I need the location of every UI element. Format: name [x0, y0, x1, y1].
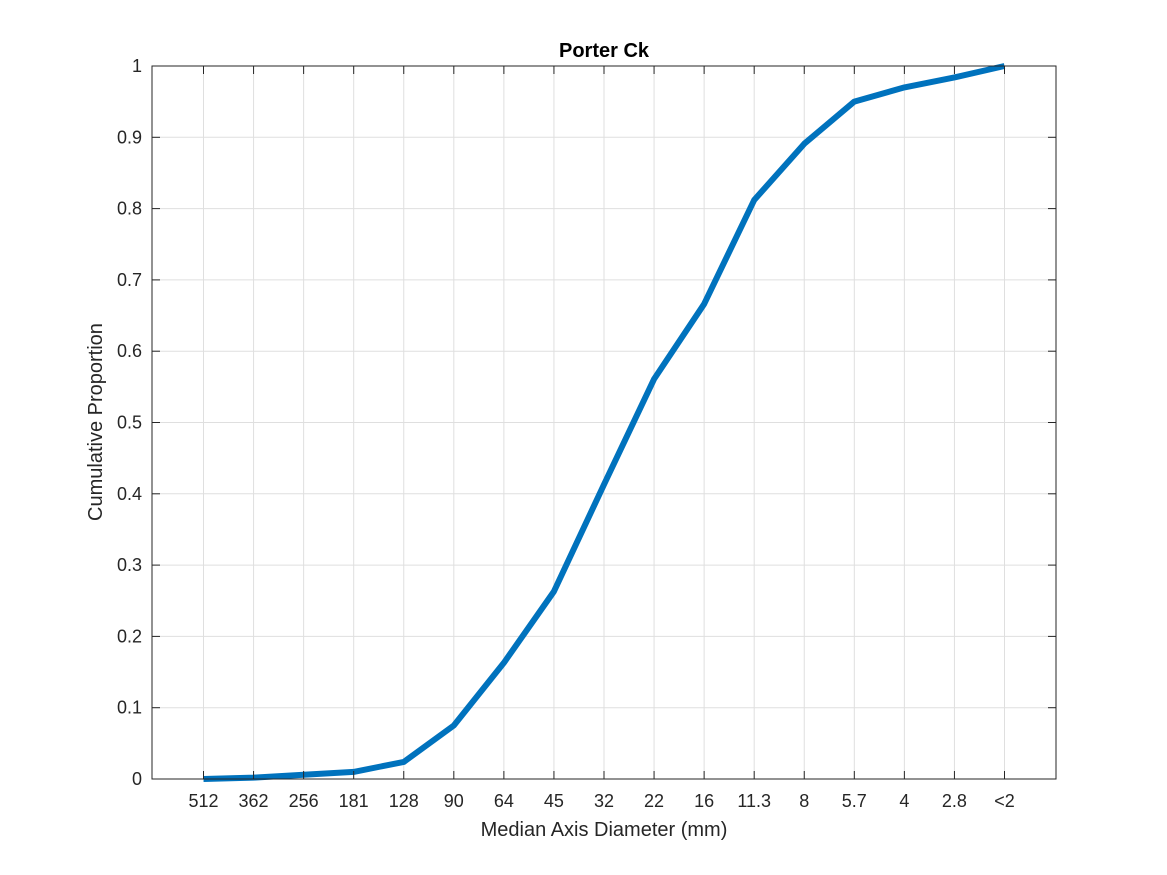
y-tick-label: 0.3: [117, 555, 142, 575]
x-tick-label: 362: [239, 791, 269, 811]
x-tick-label: 8: [799, 791, 809, 811]
y-axis-label: Cumulative Proportion: [85, 323, 107, 521]
y-tick-label: 0.7: [117, 270, 142, 290]
x-tick-label: 128: [389, 791, 419, 811]
x-tick-label: 16: [694, 791, 714, 811]
x-tick-label: 11.3: [737, 791, 771, 811]
series-layer: [203, 63, 1006, 782]
x-tick-label: 22: [644, 791, 664, 811]
chart-title: Porter Ck: [559, 40, 650, 62]
grid-lines: [152, 65, 1056, 780]
y-tick-label: 1: [132, 56, 142, 76]
x-tick-labels: 512 362 256 181 128 90 64 45 32 22 16 11.3 8 5.7 4 2.8 <…: [188, 791, 1014, 811]
y-tick-labels: 0 0.1 0.2 0.3 0.4 0.5 0.6 0.7 0.8 0.9 1: [117, 56, 142, 789]
y-tick-label: 0: [132, 769, 142, 789]
y-tick-label: 0.6: [117, 341, 142, 361]
x-tick-label: 512: [188, 791, 218, 811]
y-tick-label: 0.1: [117, 698, 142, 718]
x-tick-label: 256: [289, 791, 319, 811]
series-line-0: [203, 63, 1006, 782]
x-tick-label: 5.7: [842, 791, 867, 811]
tick-marks: [152, 65, 1056, 780]
x-tick-label: 90: [444, 791, 464, 811]
x-tick-label: 181: [339, 791, 369, 811]
y-tick-label: 0.4: [117, 484, 142, 504]
x-tick-label: 2.8: [942, 791, 967, 811]
y-tick-label: 0.9: [117, 127, 142, 147]
x-tick-label: <2: [994, 791, 1015, 811]
y-tick-label: 0.2: [117, 626, 142, 646]
x-tick-label: 32: [594, 791, 614, 811]
x-axis-label: Median Axis Diameter (mm): [481, 819, 728, 841]
x-tick-label: 4: [899, 791, 909, 811]
x-tick-label: 64: [494, 791, 514, 811]
y-tick-label: 0.5: [117, 413, 142, 433]
y-tick-label: 0.8: [117, 199, 142, 219]
x-tick-label: 45: [544, 791, 564, 811]
